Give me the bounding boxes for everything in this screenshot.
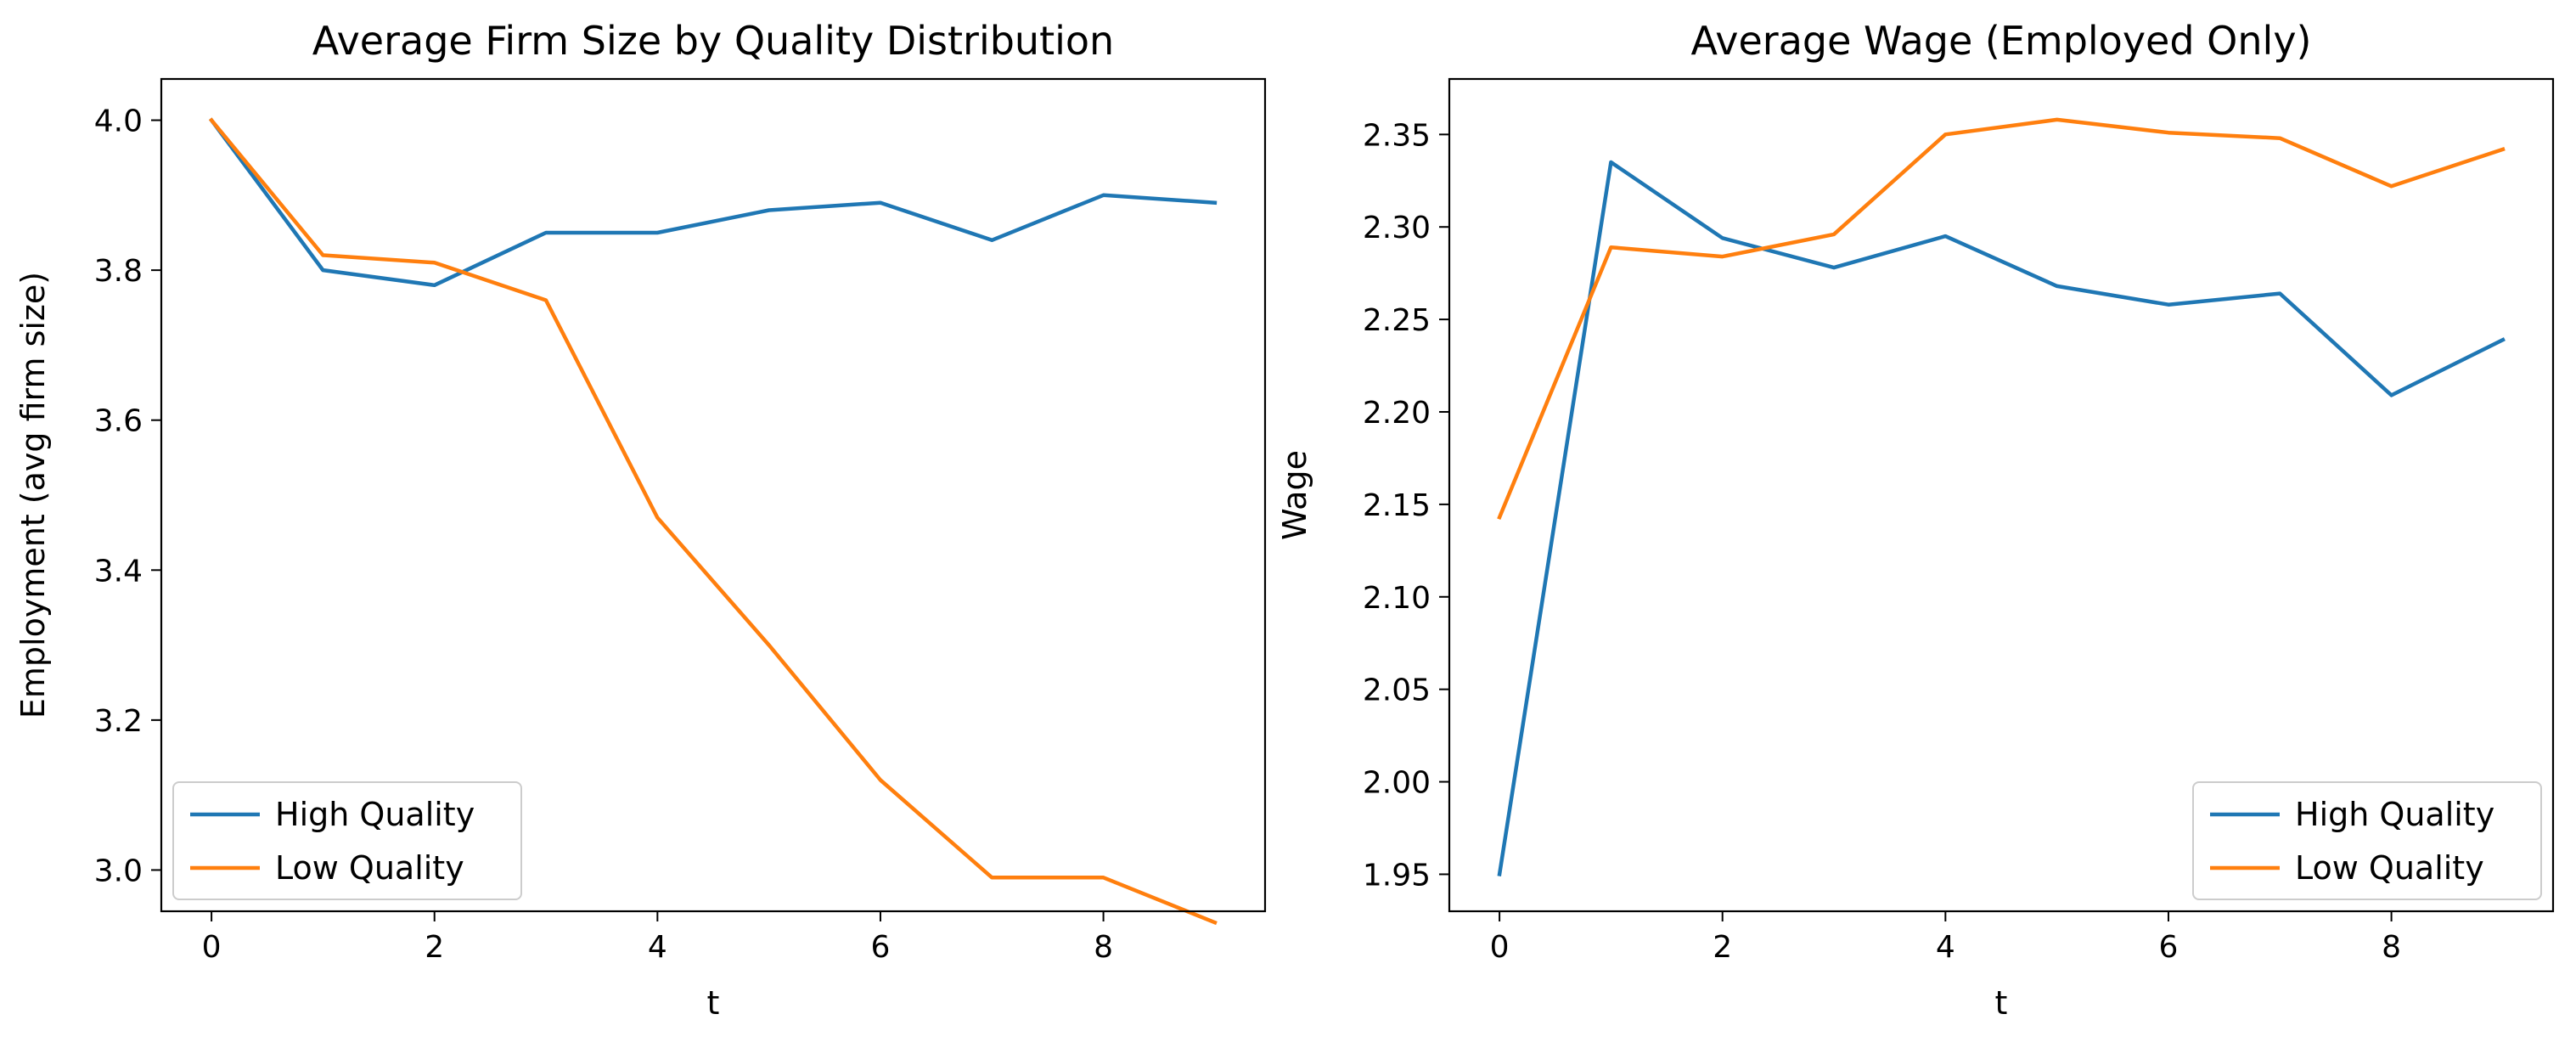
left-x-tick-label: 6	[871, 930, 891, 965]
left-legend-label-low-quality: Low Quality	[275, 849, 464, 887]
right-x-tick-label: 2	[1713, 930, 1732, 965]
right-series-line-low-quality	[1497, 117, 2506, 521]
left-x-tick-label: 2	[425, 930, 444, 965]
right-x-tick-label: 4	[1936, 930, 1955, 965]
right-y-tick-label: 2.30	[1363, 211, 1431, 245]
left-x-tick-label: 0	[202, 930, 222, 965]
right-y-tick-label: 2.10	[1363, 581, 1431, 616]
right-x-tick-label: 8	[2382, 930, 2401, 965]
right-y-tick-label: 2.25	[1363, 303, 1431, 338]
right-y-tick-label: 2.15	[1363, 488, 1431, 523]
right-y-tick-label: 2.35	[1363, 118, 1431, 153]
left-legend-label-high-quality: High Quality	[275, 796, 475, 833]
right-y-tick-label: 2.00	[1363, 766, 1431, 801]
right-chart-title: Average Wage (Employed Only)	[1691, 18, 2312, 64]
left-legend-box	[172, 781, 522, 900]
left-series-line-high-quality	[208, 117, 1218, 288]
right-y-axis-label: Wage	[1276, 450, 1313, 540]
right-series-line-high-quality	[1497, 160, 2506, 876]
left-chart: 0 2 4 6 8 3.0 3.2 3.4 3.6 3.8 4.0 Average Firm Size…	[14, 18, 1267, 1022]
right-x-axis-label: t	[1995, 984, 2008, 1022]
right-y-tick-label: 2.05	[1363, 673, 1431, 708]
left-axes-frame	[160, 77, 1267, 913]
left-x-tick-label: 4	[648, 930, 667, 965]
right-legend-label-high-quality: High Quality	[2295, 796, 2494, 833]
right-axes-frame	[1448, 77, 2555, 913]
right-legend-box	[2192, 781, 2542, 900]
left-x-axis-label: t	[707, 984, 720, 1022]
left-y-tick-label: 3.4	[94, 554, 143, 589]
left-y-tick-label: 4.0	[94, 104, 143, 139]
left-y-axis-label: Employment (avg firm size)	[14, 272, 52, 718]
right-legend-label-low-quality: Low Quality	[2295, 849, 2484, 887]
right-legend: High Quality Low Quality	[2192, 781, 2542, 900]
left-y-tick-label: 3.6	[94, 404, 143, 439]
right-x-tick-label: 6	[2159, 930, 2179, 965]
right-y-tick-label: 1.95	[1363, 858, 1431, 893]
left-series-line-low-quality	[208, 117, 1218, 926]
left-y-tick-label: 3.0	[94, 854, 143, 888]
left-y-tick-label: 3.2	[94, 704, 143, 739]
left-legend: High Quality Low Quality	[172, 781, 522, 900]
right-x-tick-label: 0	[1490, 930, 1510, 965]
left-x-tick-label: 8	[1094, 930, 1113, 965]
left-chart-title: Average Firm Size by Quality Distributio…	[312, 18, 1114, 64]
left-y-tick-label: 3.8	[94, 254, 143, 289]
right-chart: 0 2 4 6 8 1.95 2.00 2.05 2.10 2.15 2.20 2.25 2.30 2.3…	[1276, 18, 2555, 1022]
right-y-tick-label: 2.20	[1363, 396, 1431, 431]
